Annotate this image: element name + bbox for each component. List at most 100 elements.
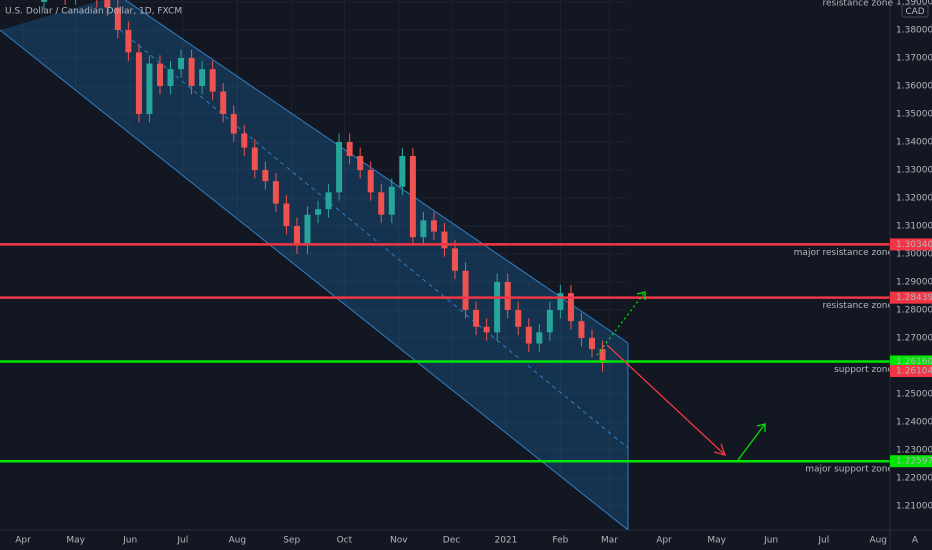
price-box <box>890 455 932 468</box>
candle-body <box>536 332 543 344</box>
x-tick-label: Apr <box>656 536 672 546</box>
candle-body <box>262 169 269 182</box>
x-tick-label: Nov <box>390 536 408 546</box>
level-note: major resistance zone <box>794 248 894 258</box>
candle-body <box>272 181 279 204</box>
scale-mode[interactable]: A <box>912 536 919 546</box>
candle-body <box>293 225 300 246</box>
bull-arrow-head <box>756 423 766 432</box>
candle-body <box>420 220 427 238</box>
candle-body <box>588 337 595 350</box>
currency-box[interactable] <box>901 4 929 18</box>
y-tick-label: 1.36000 <box>896 81 932 91</box>
chart-title: U.S. Dollar / Canadian Dollar, 1D, FXCM <box>5 7 182 17</box>
y-tick-label: 1.24000 <box>896 417 932 427</box>
candle-body <box>557 293 564 310</box>
channel-upper <box>124 0 629 344</box>
last-price-box <box>890 365 932 378</box>
candle-body <box>483 326 490 333</box>
channel-lower <box>0 29 629 531</box>
x-tick-label: Sep <box>283 536 300 546</box>
top-annotation: resistance zone <box>823 0 894 9</box>
y-tick-label: 1.28000 <box>896 305 932 315</box>
candle-body <box>104 0 111 8</box>
y-tick-label: 1.29000 <box>896 277 932 287</box>
level-note: resistance zone <box>823 301 894 311</box>
candle-body <box>241 133 248 148</box>
y-tick-label: 1.25000 <box>896 389 932 399</box>
candle-body <box>452 248 459 271</box>
price-box-label: 1.30340 <box>896 240 932 250</box>
levels: major resistance zone resistance zone supp… <box>0 243 894 475</box>
x-tick-label: May <box>66 536 85 546</box>
last-price-label: 1.26104 <box>896 367 932 377</box>
candle-body <box>367 169 374 193</box>
candle-body <box>251 147 258 170</box>
x-tick-label: Aug <box>228 536 246 546</box>
candles <box>41 0 606 372</box>
y-tick-label: 1.22000 <box>896 473 932 483</box>
candle-body <box>283 203 290 226</box>
x-tick-label: Jun <box>763 536 778 546</box>
candle-body <box>494 281 501 333</box>
candle-body <box>336 141 343 193</box>
candle-body <box>114 7 121 30</box>
price-box-label: 1.26160 <box>896 357 932 367</box>
candle-body <box>156 63 163 86</box>
y-tick-label: 1.23000 <box>896 445 932 455</box>
price-box-label: 1.28439 <box>896 293 932 303</box>
alt-arrow <box>596 291 646 356</box>
candle-body <box>209 69 216 92</box>
y-tick-label: 1.35000 <box>896 109 932 119</box>
candle-body <box>315 209 322 215</box>
x-tick-label: May <box>707 536 726 546</box>
x-tick-label: Apr <box>15 536 31 546</box>
bear-arrow-head <box>713 443 727 456</box>
candle-body <box>178 57 185 70</box>
bull-arrow <box>737 423 766 461</box>
x-tick-label: Mar <box>601 536 618 546</box>
candle-body <box>41 0 48 2</box>
alt-arrow-head <box>636 291 646 300</box>
x-tick-label: Oct <box>337 536 353 546</box>
price-box-label: 1.22597 <box>896 457 932 467</box>
axes: 1.21000 1.22000 1.23000 1.24000 1.25000 1.270… <box>15 0 932 546</box>
candle-body <box>388 186 395 215</box>
channel-mask <box>628 0 890 530</box>
time-axis <box>0 530 932 550</box>
level-note: major support zone <box>805 465 893 475</box>
candle-body <box>546 309 553 333</box>
candle-body <box>378 192 385 215</box>
candle-body <box>199 69 206 86</box>
candle-body <box>473 309 480 327</box>
x-tick-label: Jul <box>176 536 188 546</box>
y-tick-label: 1.32000 <box>896 193 932 203</box>
candle-body <box>462 270 469 310</box>
price-box <box>890 355 932 368</box>
x-tick-label: Dec <box>443 536 460 546</box>
price-box <box>890 238 932 251</box>
candle-body <box>567 293 574 322</box>
candle-body <box>325 192 332 210</box>
candle-body <box>515 309 522 327</box>
projections <box>596 291 766 461</box>
channel-middle <box>119 29 629 449</box>
currency: CAD <box>905 7 924 17</box>
candle-body <box>167 69 174 86</box>
channel <box>0 0 890 531</box>
candle-body <box>504 281 511 310</box>
candle-body <box>599 349 606 364</box>
y-tick-label: 1.37000 <box>896 53 932 63</box>
candle-body <box>525 326 532 344</box>
x-tick-label: Jul <box>817 536 829 546</box>
y-tick-label: 1.27000 <box>896 333 932 343</box>
y-tick-label: 1.38000 <box>896 25 932 35</box>
candle-body <box>304 214 311 246</box>
level-note: support zone <box>834 365 893 375</box>
y-tick-label: 1.33000 <box>896 165 932 175</box>
candle-body <box>188 57 195 86</box>
y-tick-label: 1.34000 <box>896 137 932 147</box>
candle-body <box>220 91 227 114</box>
candle-body <box>230 113 237 134</box>
